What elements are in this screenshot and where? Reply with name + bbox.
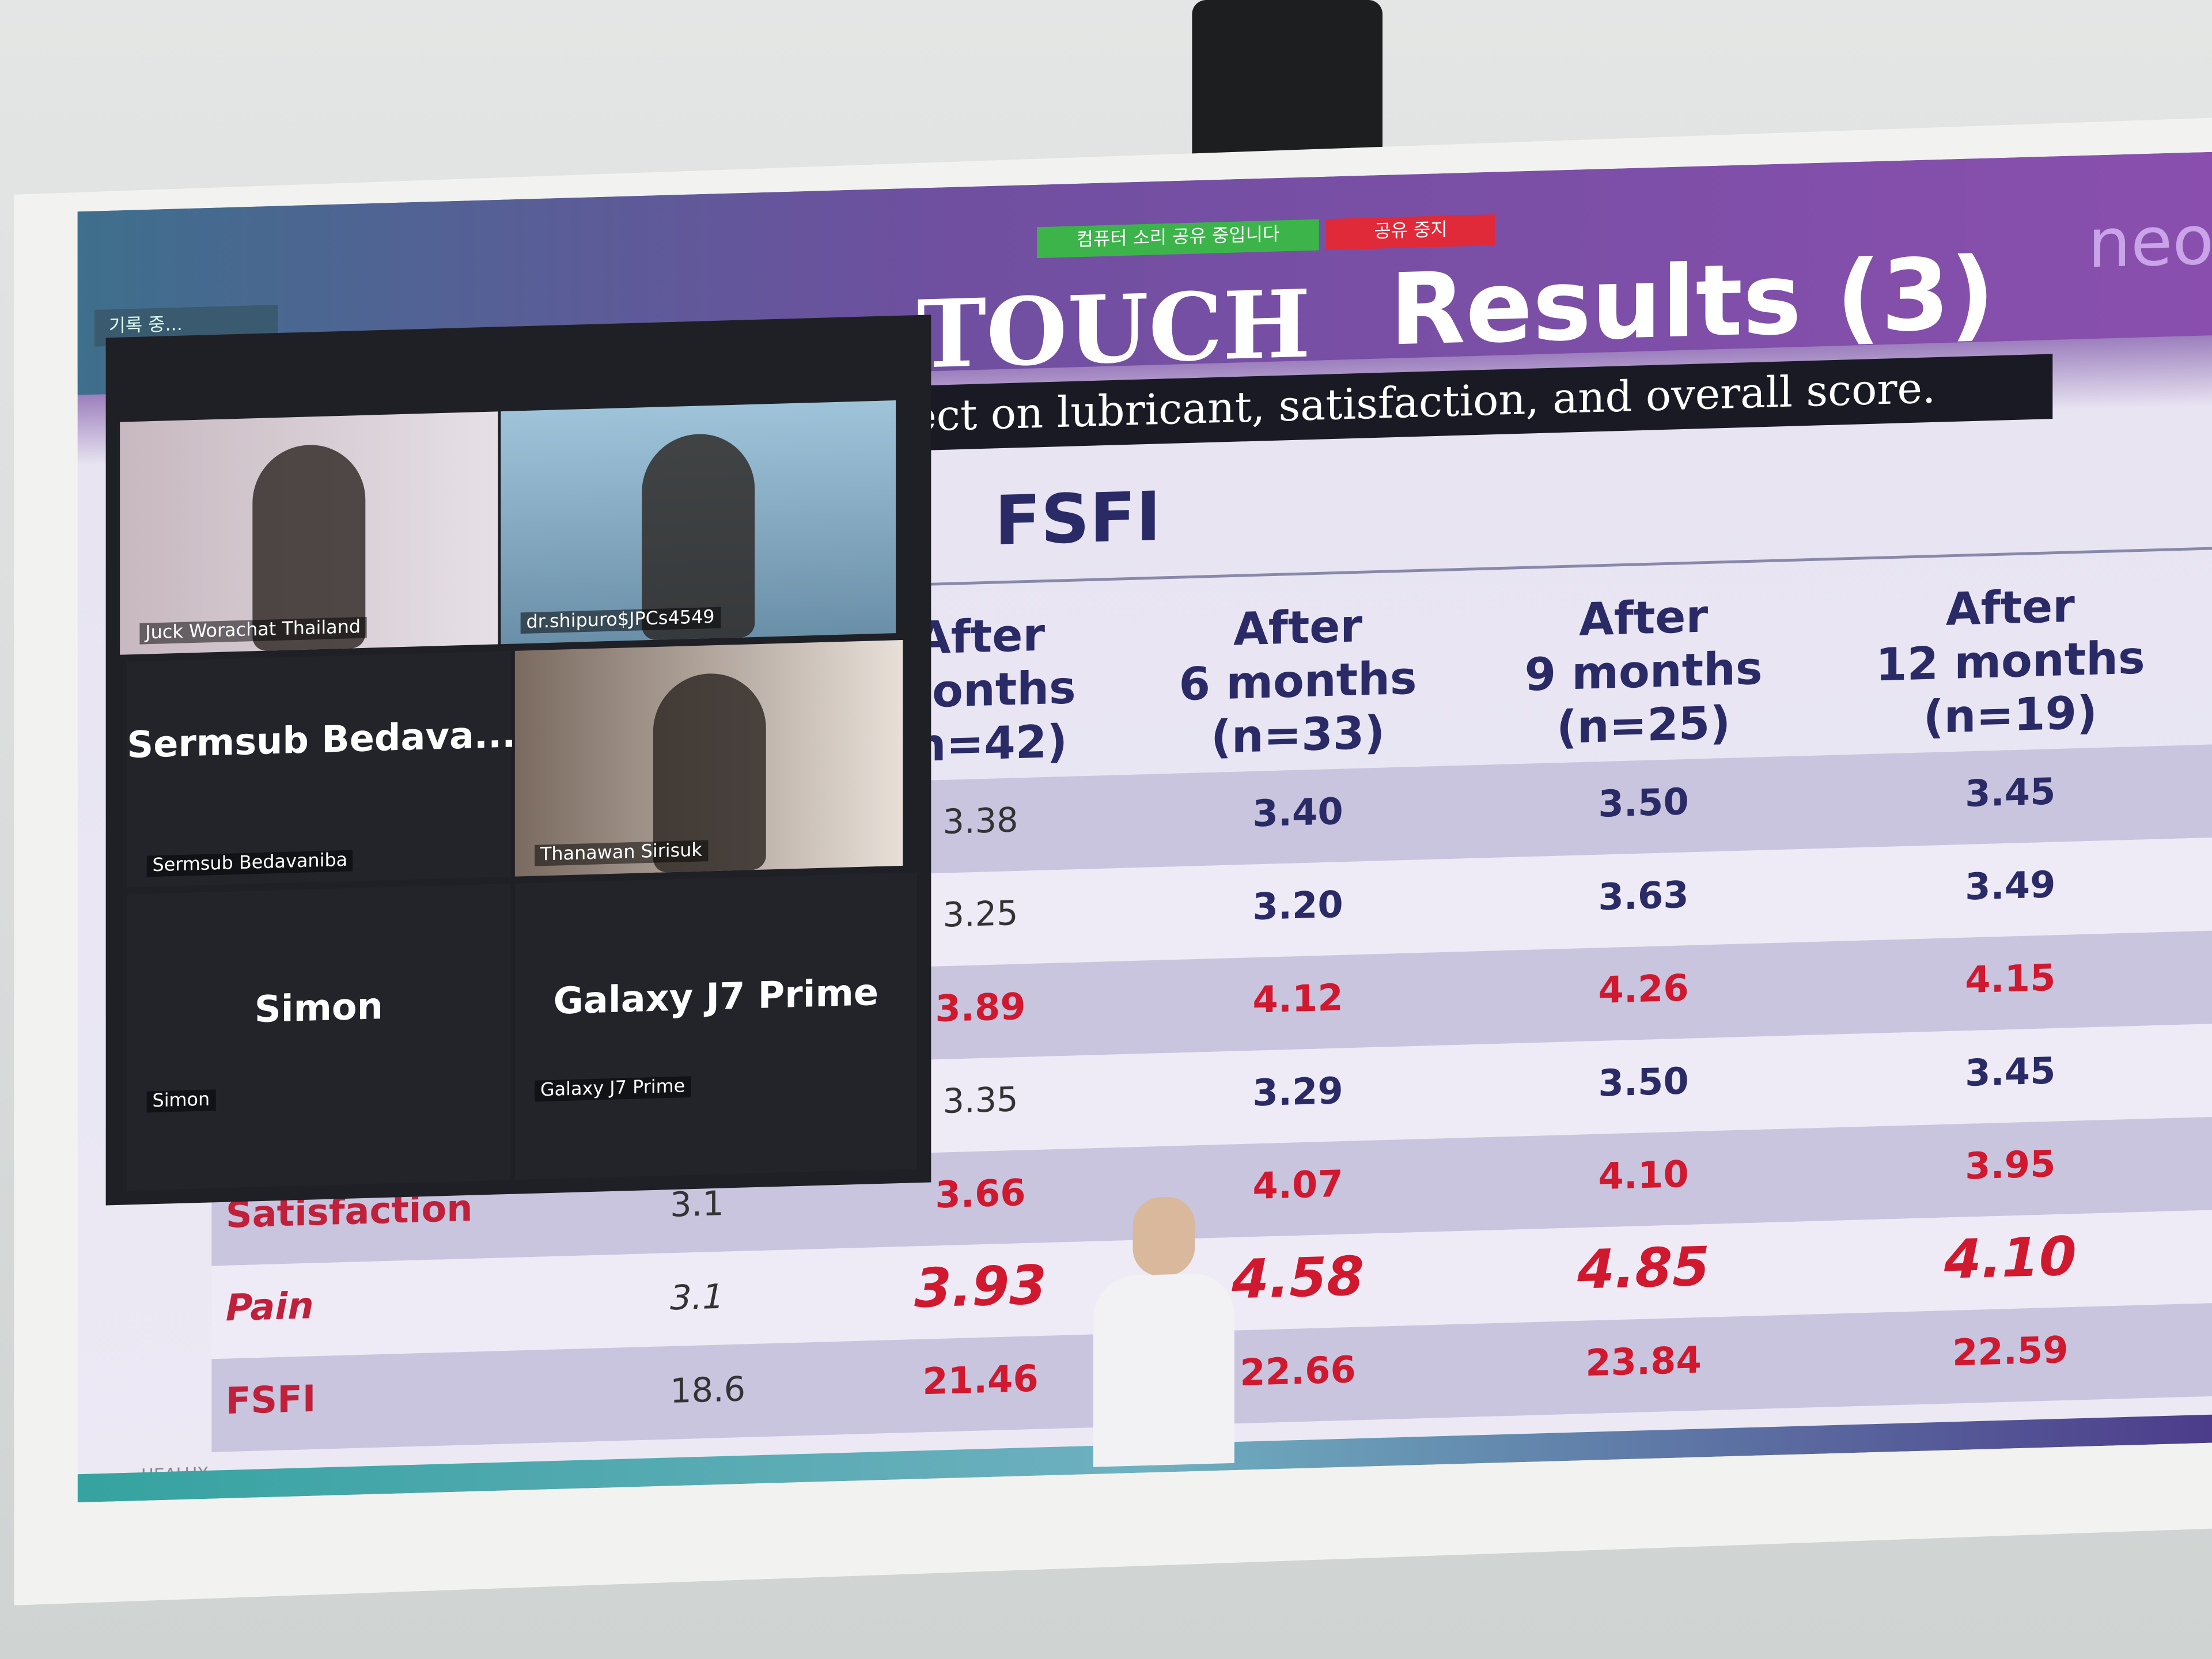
column-header: (n=19) — [1923, 685, 2097, 744]
column-header: After — [1579, 589, 1709, 647]
table-cell: 3.95 — [1965, 1143, 2056, 1189]
participant-name: Simon — [146, 1089, 216, 1113]
baseline-cell: 3.1 — [670, 1184, 724, 1225]
table-cell: 3.49 — [1965, 864, 2056, 910]
participant-name: Sermsub Bedavaniba — [146, 850, 353, 877]
video-gallery: Juck Worachat Thailand dr.shipuro$JPCs454… — [105, 315, 931, 1206]
baseline-cell: 3.1 — [670, 1277, 724, 1319]
table-cell: 4.26 — [1598, 968, 1689, 1013]
column-header: 6 months — [1179, 651, 1417, 711]
column-header: After — [1945, 579, 2075, 637]
screen: 컴퓨터 소리 공유 중입니다 공유 중지 기록 중... neo TOUCH R… — [77, 151, 2212, 1503]
column-header: After — [1233, 599, 1363, 657]
participant-tile: Sermsub Bedava... Sermsub Bedavaniba — [127, 651, 516, 888]
baseline-cell: 18.6 — [670, 1369, 746, 1411]
table-cell: 23.84 — [1585, 1340, 1702, 1386]
participant-tile: Simon Simon — [127, 884, 511, 1191]
row-label: FSFI — [225, 1378, 316, 1424]
table-cell: 4.10 — [1944, 1225, 2077, 1291]
participant-display-name: Simon — [254, 986, 384, 1032]
column-header: 12 months — [1876, 630, 2145, 692]
table-cell: 4.85 — [1577, 1235, 1710, 1301]
table-cell: 3.45 — [1965, 771, 2056, 817]
table-cell: 3.20 — [1252, 884, 1343, 930]
participant-tile: Galaxy J7 Prime Galaxy J7 Prime — [514, 872, 917, 1180]
table-cell: 3.50 — [1598, 781, 1689, 827]
table-cell: 22.59 — [1952, 1330, 2069, 1376]
table-cell: 3.45 — [1965, 1051, 2056, 1096]
presenter-video — [1079, 1195, 1248, 1468]
participant-tile: Juck Worachat Thailand — [120, 411, 498, 655]
table-cell: 3.63 — [1598, 874, 1689, 920]
participant-name: Galaxy J7 Prime — [535, 1076, 691, 1102]
table-cell: 4.10 — [1598, 1154, 1689, 1199]
participant-tile: Thanawan Sirisuk — [514, 640, 903, 877]
table-cell: 4.15 — [1965, 957, 2056, 1003]
row-label: Pain — [225, 1285, 314, 1331]
participant-tile: dr.shipuro$JPCs4549 — [501, 400, 896, 645]
participant-display-name: Sermsub Bedava... — [127, 714, 516, 768]
table-cell: 3.50 — [1598, 1060, 1689, 1106]
table-cell: 3.40 — [1252, 791, 1343, 836]
column-header: (n=25) — [1556, 696, 1731, 755]
column-header: 9 months — [1524, 641, 1763, 702]
table-cell: 3.29 — [1252, 1070, 1343, 1116]
column-header: (n=33) — [1211, 705, 1385, 764]
participant-display-name: Galaxy J7 Prime — [553, 972, 879, 1024]
table-cell: 4.12 — [1252, 978, 1343, 1022]
